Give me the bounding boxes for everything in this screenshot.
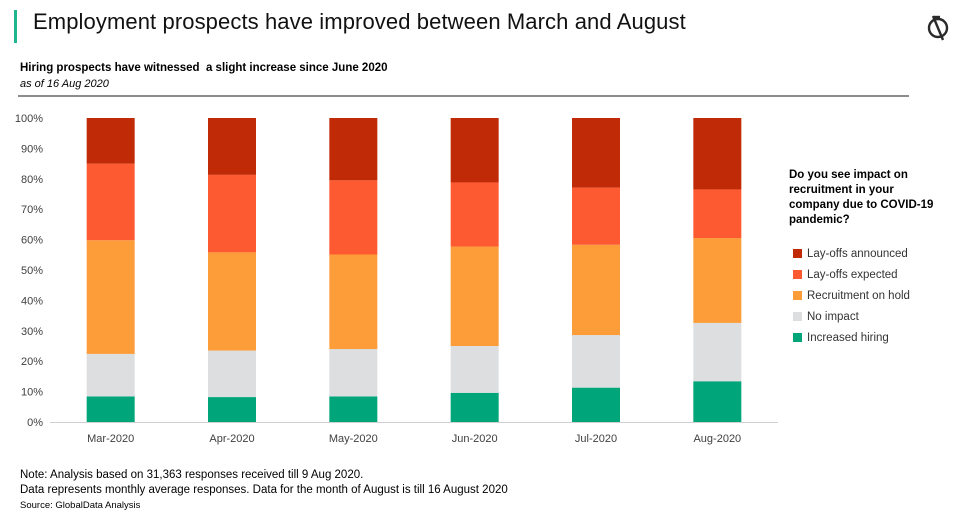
note-line-1: Note: Analysis based on 31,363 responses… [20,469,364,481]
chart-subtitle: as of 16 Aug 2020 [20,78,109,90]
bar-segment [208,397,256,422]
legend-item: Lay-offs expected [793,264,910,285]
y-tick-label: 0% [27,417,43,429]
bar-segment [693,322,742,382]
x-tick-label: May-2020 [329,433,378,445]
y-tick-label: 70% [21,204,43,216]
bar-segment [86,118,135,164]
x-tick-label: Jun-2020 [452,433,498,445]
bar-segment [693,381,742,422]
y-tick-label: 80% [21,174,43,186]
bar-segment [86,163,135,241]
bar-segment [572,118,620,188]
legend-swatch [793,333,802,342]
y-tick-label: 60% [21,235,43,247]
bar-segment [693,189,742,239]
bar-segment [572,187,620,245]
y-tick-label: 100% [15,113,43,125]
bar-segment [572,387,620,422]
bar-segment [86,240,135,354]
legend-label: Lay-offs announced [807,247,908,260]
legend-item: Lay-offs announced [793,243,910,264]
legend-item: No impact [793,306,910,327]
bar-segment [329,118,378,181]
bar-segment [329,396,378,422]
legend-swatch [793,291,802,300]
x-tick-label: Aug-2020 [693,433,741,445]
bar-segment [450,182,499,247]
legend-swatch [793,249,802,258]
bar-segment [329,349,378,397]
note-line-2: Data represents monthly average response… [20,484,508,496]
bar-segment [693,238,742,323]
legend-label: Recruitment on hold [807,289,910,302]
y-tick-label: 20% [21,356,43,368]
legend-swatch [793,270,802,279]
y-tick-label: 40% [21,295,43,307]
y-tick-label: 50% [21,265,43,277]
bar-segment [208,174,256,253]
bar-segment [329,254,378,350]
page-title: Employment prospects have improved betwe… [33,9,686,34]
y-tick-label: 30% [21,326,43,338]
globaldata-logo-icon [927,15,949,41]
x-tick-label: Mar-2020 [87,433,134,445]
legend-label: Lay-offs expected [807,268,898,281]
bar-segment [450,246,499,346]
bar-segment [86,396,135,422]
header-divider [18,95,909,97]
chart-title: Hiring prospects have witnessed a slight… [20,62,388,74]
x-tick-label: Apr-2020 [209,433,254,445]
bar-segment [572,244,620,336]
legend-label: Increased hiring [807,331,889,344]
bar-segment [450,392,499,422]
bar-segment [329,180,378,255]
chart-legend: Lay-offs announced Lay-offs expected Recru… [793,243,910,348]
bar-segment [208,252,256,351]
bar-segment [208,350,256,398]
legend-title: Do you see impact on recruitment in your… [789,169,934,226]
bar-segment [450,118,499,183]
bar-segment [572,335,620,388]
y-tick-label: 10% [21,387,43,399]
bar-segment [86,353,135,397]
legend-item: Increased hiring [793,327,910,348]
bar-segment [208,118,256,175]
source-note: Source: GlobalData Analysis [20,500,141,511]
bar-segment [693,118,742,190]
bar-segment [450,346,499,393]
y-tick-label: 90% [21,143,43,155]
legend-item: Recruitment on hold [793,285,910,306]
title-accent-bar [14,10,17,43]
stacked-bar-chart: 0% 10% 20% 30% 40% 50% 60% 70% 80% 90% 100% Mar-202… [15,113,778,445]
legend-swatch [793,312,802,321]
legend-label: No impact [807,310,859,323]
x-tick-label: Jul-2020 [575,433,617,445]
